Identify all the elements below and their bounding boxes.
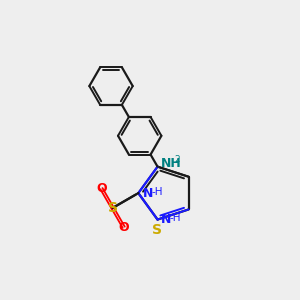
- Text: -H: -H: [169, 213, 181, 223]
- Text: O: O: [118, 221, 129, 234]
- Text: S: S: [108, 201, 118, 215]
- Text: O: O: [96, 182, 107, 195]
- Text: 2: 2: [174, 155, 179, 164]
- Text: S: S: [152, 223, 162, 237]
- Text: N: N: [143, 187, 153, 200]
- Text: NH: NH: [160, 157, 181, 170]
- Text: -H: -H: [152, 187, 163, 196]
- Text: N: N: [160, 213, 171, 226]
